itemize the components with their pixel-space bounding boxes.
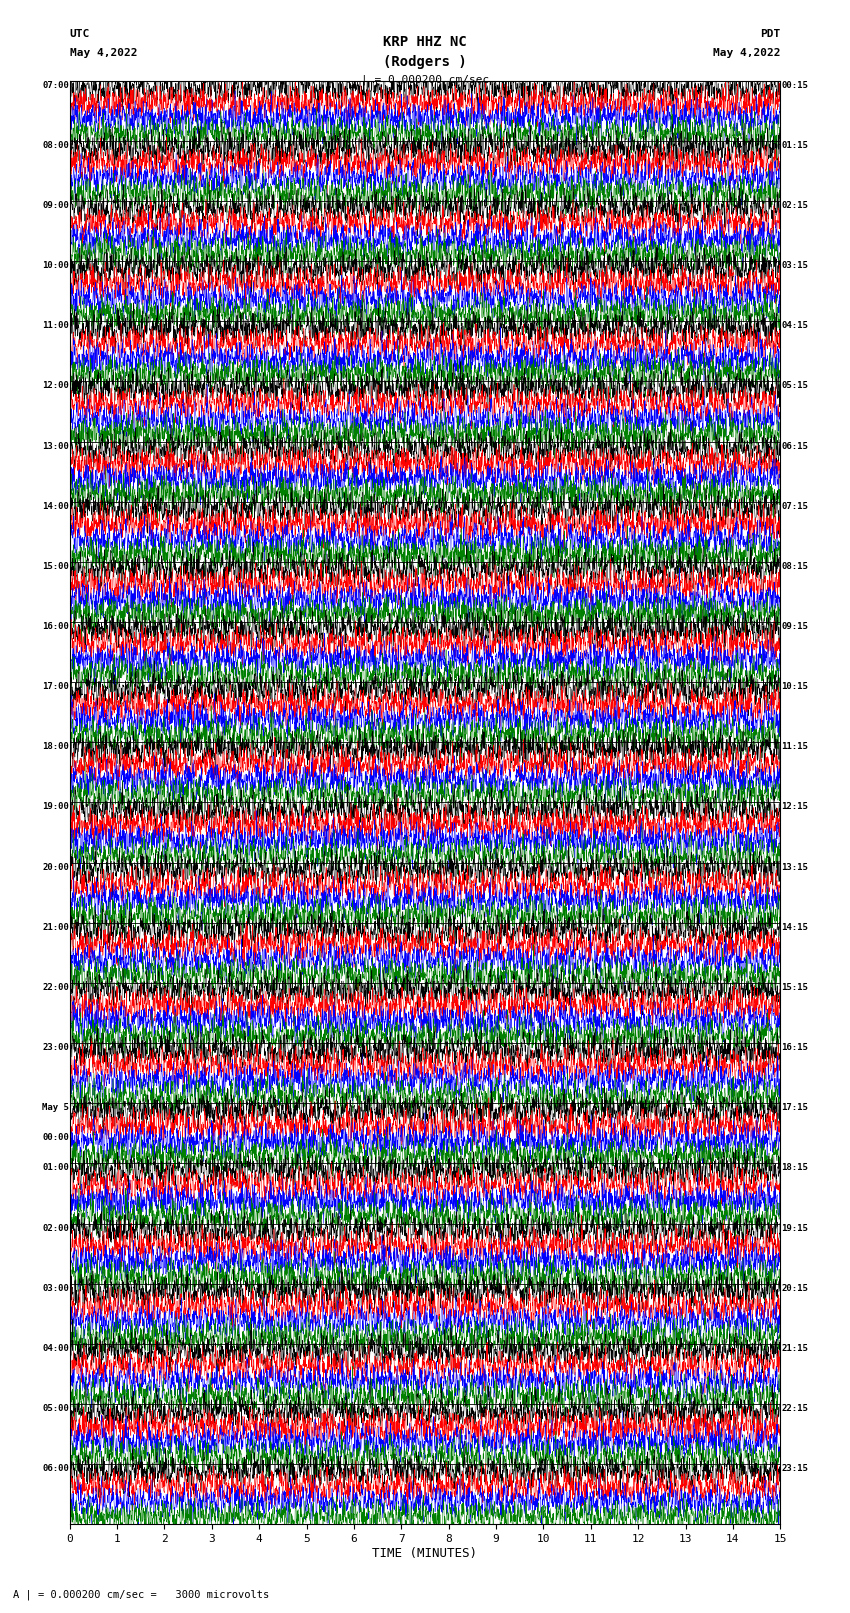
Text: 23:00: 23:00 [42,1044,69,1052]
Text: 03:00: 03:00 [42,1284,69,1292]
Text: 19:00: 19:00 [42,803,69,811]
Text: PDT: PDT [760,29,780,39]
Text: 23:15: 23:15 [781,1465,807,1473]
Text: 13:00: 13:00 [42,442,69,450]
Text: 22:15: 22:15 [781,1403,807,1413]
Text: 11:15: 11:15 [781,742,807,752]
Text: May 4,2022: May 4,2022 [70,48,137,58]
Text: 06:15: 06:15 [781,442,807,450]
Text: 21:00: 21:00 [42,923,69,932]
Text: 06:00: 06:00 [42,1465,69,1473]
X-axis label: TIME (MINUTES): TIME (MINUTES) [372,1547,478,1560]
Text: 19:15: 19:15 [781,1224,807,1232]
Text: 16:00: 16:00 [42,623,69,631]
Text: 08:15: 08:15 [781,561,807,571]
Text: 07:00: 07:00 [42,81,69,90]
Text: 10:00: 10:00 [42,261,69,269]
Text: 00:00: 00:00 [42,1134,69,1142]
Text: 03:15: 03:15 [781,261,807,269]
Text: 14:00: 14:00 [42,502,69,511]
Text: 12:00: 12:00 [42,381,69,390]
Text: (Rodgers ): (Rodgers ) [383,55,467,69]
Text: | = 0.000200 cm/sec: | = 0.000200 cm/sec [361,74,489,85]
Text: 15:00: 15:00 [42,561,69,571]
Text: 20:00: 20:00 [42,863,69,871]
Text: 01:15: 01:15 [781,140,807,150]
Text: 05:00: 05:00 [42,1403,69,1413]
Text: 07:15: 07:15 [781,502,807,511]
Text: 11:00: 11:00 [42,321,69,331]
Text: 04:15: 04:15 [781,321,807,331]
Text: 18:00: 18:00 [42,742,69,752]
Text: May 4,2022: May 4,2022 [713,48,780,58]
Text: 01:00: 01:00 [42,1163,69,1173]
Text: 02:15: 02:15 [781,202,807,210]
Text: 02:00: 02:00 [42,1224,69,1232]
Text: 17:15: 17:15 [781,1103,807,1113]
Text: A | = 0.000200 cm/sec =   3000 microvolts: A | = 0.000200 cm/sec = 3000 microvolts [13,1589,269,1600]
Text: 10:15: 10:15 [781,682,807,690]
Text: 09:00: 09:00 [42,202,69,210]
Text: 12:15: 12:15 [781,803,807,811]
Text: KRP HHZ NC: KRP HHZ NC [383,35,467,50]
Text: 17:00: 17:00 [42,682,69,690]
Text: UTC: UTC [70,29,90,39]
Text: 21:15: 21:15 [781,1344,807,1353]
Text: 13:15: 13:15 [781,863,807,871]
Text: 08:00: 08:00 [42,140,69,150]
Text: 14:15: 14:15 [781,923,807,932]
Text: 00:15: 00:15 [781,81,807,90]
Text: 09:15: 09:15 [781,623,807,631]
Text: 15:15: 15:15 [781,982,807,992]
Text: May 5: May 5 [42,1103,69,1113]
Text: 05:15: 05:15 [781,381,807,390]
Text: 18:15: 18:15 [781,1163,807,1173]
Text: 16:15: 16:15 [781,1044,807,1052]
Text: 22:00: 22:00 [42,982,69,992]
Text: 04:00: 04:00 [42,1344,69,1353]
Text: 20:15: 20:15 [781,1284,807,1292]
